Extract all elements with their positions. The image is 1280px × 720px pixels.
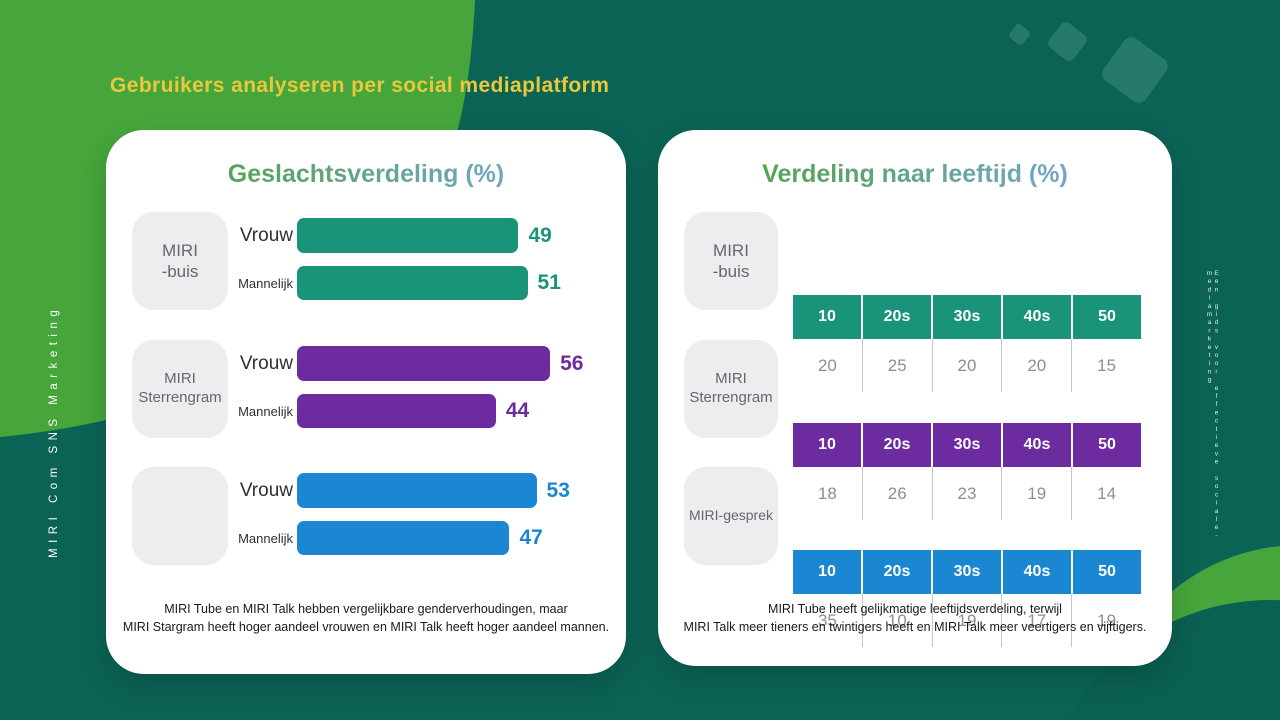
platform-label-box: MIRI Sterrengram	[132, 340, 228, 438]
age-header-cell: 20s	[863, 295, 931, 339]
age-table-header: 10 20s 30s 40s 50	[793, 295, 1141, 339]
caption-line: MIRI Stargram heeft hoger aandeel vrouwe…	[122, 620, 610, 635]
age-header-cell: 10	[793, 423, 861, 467]
age-header-cell: 50	[1073, 550, 1141, 594]
bar-label: Vrouw	[239, 479, 293, 501]
age-value-cell: 19	[1001, 467, 1071, 520]
caption-line: MIRI Tube en MIRI Talk hebben vergelijkb…	[164, 602, 568, 616]
bar-value: 51	[537, 271, 561, 294]
age-value-cell: 10	[861, 594, 932, 647]
age-row-miri-sterrengram: MIRI Sterrengram 10 20s 30s 40s 50 18 26…	[658, 340, 1172, 520]
gender-row-unlabeled: Vrouw 53 Mannelijk 47	[106, 467, 626, 565]
platform-label-box: MIRI -buis	[684, 212, 778, 310]
gender-row-miri-sterrengram: MIRI Sterrengram Vrouw 56 Mannelijk 44	[106, 340, 626, 438]
platform-label-line: MIRI-gesprek	[688, 507, 774, 524]
age-table-header: 10 20s 30s 40s 50	[793, 423, 1141, 467]
gender-card-caption: MIRI Tube en MIRI Talk hebben vergelijkb…	[106, 600, 626, 636]
age-header-cell: 10	[793, 295, 861, 339]
bar-vrouw	[297, 473, 537, 508]
age-value-cell: 15	[1071, 339, 1141, 392]
age-value-cell: 14	[1071, 467, 1141, 520]
page-title: Gebruikers analyseren per social mediapl…	[110, 74, 610, 97]
right-sidebar-vertical-text: Een gids voor effectieve sociale-mediama…	[1206, 270, 1220, 541]
caption-line: MIRI Tube heeft gelijkmatige leeftijdsve…	[768, 602, 1062, 616]
gender-card-title: Geslachtsverdeling (%)	[106, 160, 626, 189]
age-value-cell: 25	[861, 339, 932, 392]
age-value-cell: 19	[931, 594, 1002, 647]
platform-label-line: MIRI	[713, 240, 749, 260]
age-value-cell: 23	[931, 467, 1002, 520]
bar-label: Mannelijk	[238, 530, 293, 546]
age-table-values: 35 10 19 17 19	[793, 594, 1141, 647]
age-header-cell: 50	[1073, 295, 1141, 339]
age-header-cell: 30s	[933, 550, 1001, 594]
age-value-cell: 26	[861, 467, 932, 520]
bar-value: 56	[560, 351, 584, 375]
bar-value: 53	[546, 478, 570, 502]
bar-vrouw	[297, 218, 519, 253]
platform-label-line: -buis	[712, 262, 750, 281]
bar-mannelijk	[297, 521, 510, 555]
age-header-cell: 40s	[1003, 423, 1071, 467]
age-header-cell: 30s	[933, 423, 1001, 467]
bar-value: 44	[505, 399, 530, 422]
platform-label-box: MIRI Sterrengram	[684, 340, 778, 438]
bar-value: 47	[519, 526, 543, 549]
age-header-cell: 40s	[1003, 550, 1071, 594]
platform-label-line: MIRI	[164, 370, 196, 388]
age-header-cell: 30s	[933, 295, 1001, 339]
age-value-cell: 19	[1071, 594, 1141, 647]
platform-label-box: MIRI-gesprek	[684, 467, 778, 565]
gender-row-miri-buis: MIRI -buis Vrouw 49 Mannelijk 51	[106, 212, 626, 310]
bar-value: 49	[528, 223, 552, 247]
platform-label-box: MIRI -buis	[132, 212, 228, 310]
bar-vrouw	[297, 346, 551, 381]
age-value-cell: 35	[817, 610, 837, 630]
bar-line-vrouw: Vrouw 56	[228, 346, 583, 381]
age-table-header: 10 20s 30s 40s 50	[793, 550, 1141, 594]
age-row-miri-buis: MIRI -buis 10 20s 30s 40s 50 20 25 20 20…	[658, 212, 1172, 392]
bar-label: Vrouw	[239, 224, 293, 246]
platform-label-line: MIRI	[715, 370, 747, 388]
platform-label-line: MIRI	[162, 240, 198, 260]
age-row-miri-gesprek: MIRI-gesprek 10 20s 30s 40s 50 35 10 19 …	[658, 467, 1172, 647]
age-header-cell: 10	[793, 550, 861, 594]
bar-label: Mannelijk	[238, 403, 293, 419]
bar-label: Vrouw	[239, 352, 293, 374]
age-table: 10 20s 30s 40s 50 35 10 19 17 19	[793, 550, 1141, 647]
bar-line-vrouw: Vrouw 53	[228, 473, 570, 508]
age-card-caption: MIRI Tube heeft gelijkmatige leeftijdsve…	[658, 600, 1172, 636]
age-header-cell: 50	[1073, 423, 1141, 467]
age-header-cell: 20s	[863, 423, 931, 467]
age-value-cell: 20	[817, 355, 837, 375]
caption-line: MIRI Talk meer tieners en twintigers hee…	[683, 620, 1147, 635]
age-header-cell: 40s	[1003, 295, 1071, 339]
age-header-cell: 20s	[863, 550, 931, 594]
age-table-values: 20 25 20 20 15	[793, 339, 1141, 392]
platform-label-line: -buis	[161, 262, 199, 281]
age-table-values: 18 26 23 19 14	[793, 467, 1141, 520]
platform-label-line: Sterrengram	[138, 389, 222, 406]
platform-label-box-empty	[132, 467, 228, 565]
bar-line-vrouw: Vrouw 49	[228, 218, 552, 253]
age-value-cell: 20	[931, 339, 1002, 392]
age-distribution-card: Verdeling naar leeftijd (%) MIRI -buis 1…	[658, 130, 1172, 666]
age-value-cell: 17	[1001, 594, 1071, 647]
platform-label-line: Sterrengram	[689, 389, 773, 406]
age-table: 10 20s 30s 40s 50 20 25 20 20 15	[793, 295, 1141, 392]
bar-line-mannelijk: Mannelijk 47	[228, 521, 543, 555]
age-value-cell: 18	[817, 483, 837, 503]
gender-distribution-card: Geslachtsverdeling (%) MIRI -buis Vrouw …	[106, 130, 626, 674]
bar-line-mannelijk: Mannelijk 51	[228, 266, 561, 300]
bar-mannelijk	[297, 266, 528, 300]
bar-mannelijk	[297, 394, 496, 428]
age-table: 10 20s 30s 40s 50 18 26 23 19 14	[793, 423, 1141, 520]
bar-label: Mannelijk	[238, 275, 293, 291]
age-card-title: Verdeling naar leeftijd (%)	[658, 160, 1172, 189]
left-sidebar-vertical-text: MIRI Com SNS Marketing	[48, 304, 60, 558]
bar-line-mannelijk: Mannelijk 44	[228, 394, 529, 428]
age-value-cell: 20	[1001, 339, 1071, 392]
